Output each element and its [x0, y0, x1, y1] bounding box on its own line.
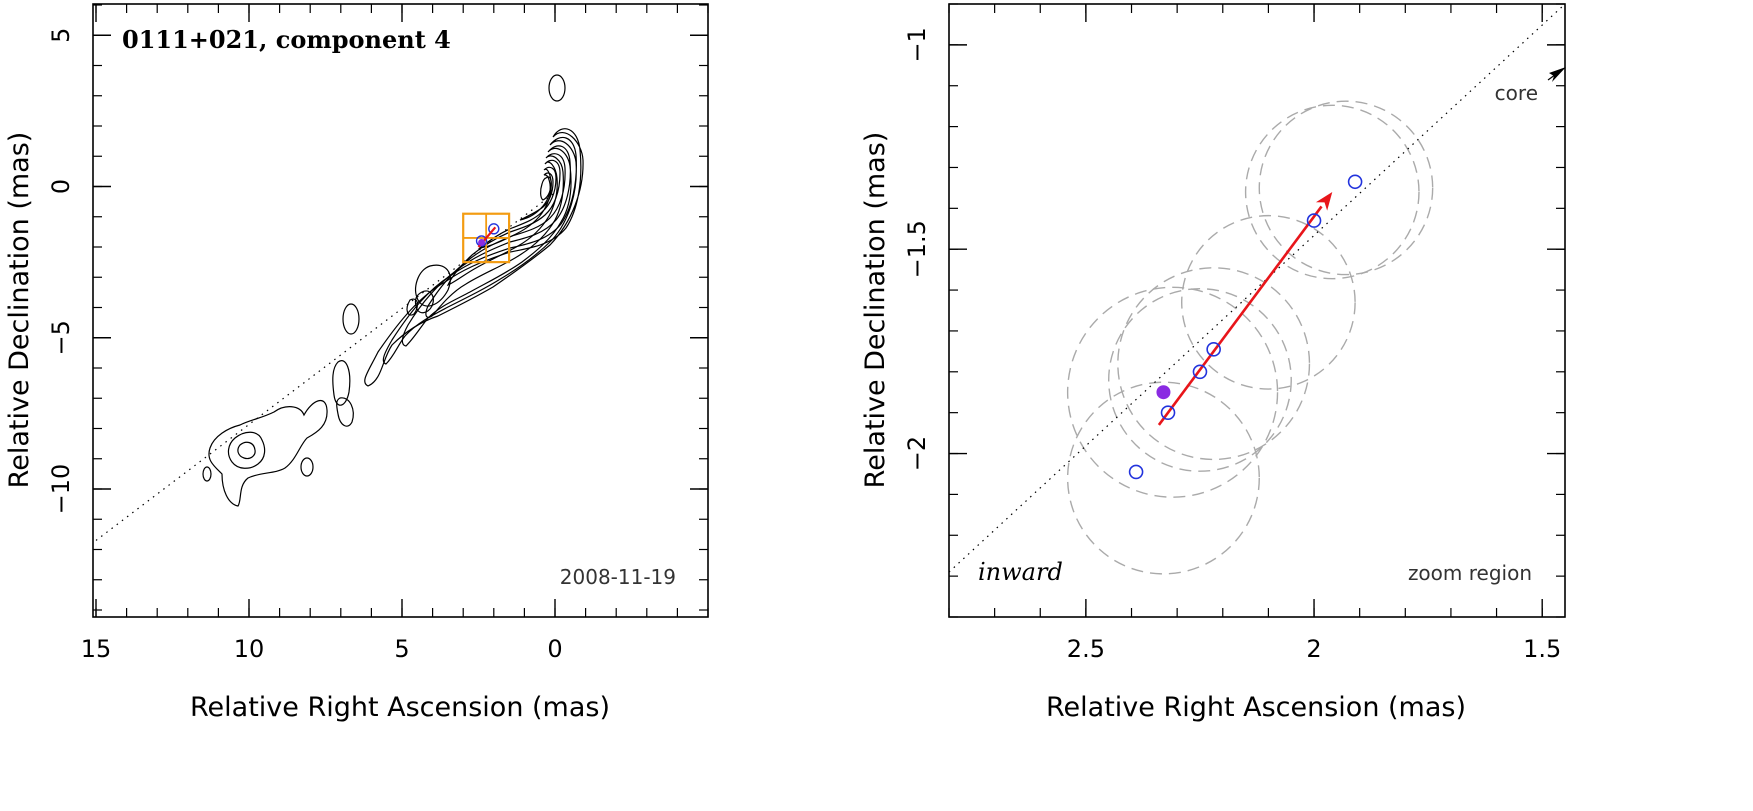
- y-tick-label: −5: [47, 320, 75, 355]
- error-circle: [1108, 288, 1292, 472]
- left-ticks: [93, 4, 709, 617]
- x-tick-label: 10: [234, 635, 265, 663]
- left-y-axis-title: Relative Declination (mas): [4, 132, 35, 489]
- x-tick-label: 1.5: [1523, 635, 1561, 663]
- x-tick-label: 2.5: [1067, 635, 1105, 663]
- y-tick-label: −1.5: [903, 220, 931, 278]
- data-point: [1128, 464, 1144, 480]
- y-tick-label: −2: [903, 436, 931, 471]
- y-tick-label: 0: [47, 179, 75, 194]
- y-tick-label: −10: [47, 464, 75, 515]
- data-point: [1160, 405, 1176, 420]
- right-x-axis-title: Relative Right Ascension (mas): [1046, 692, 1466, 723]
- y-tick-label: −1: [903, 27, 931, 62]
- right-y-axis-title: Relative Declination (mas): [860, 132, 891, 489]
- x-tick-label: 15: [81, 635, 112, 663]
- x-tick-label: 2: [1306, 635, 1321, 663]
- left-panel: 0111+021, component 4 2008-11-19 15 10 5 0 …: [4, 3, 709, 723]
- motion-arrow-shaft: [1157, 205, 1323, 426]
- data-point: [1206, 342, 1221, 357]
- core-direction-arrow: [1547, 67, 1566, 82]
- right-panel: core inward zoom region 2.5 2 1.5 −1 −1.5 −2…: [860, 3, 1566, 723]
- left-x-tick-labels: 15 10 5 0: [81, 635, 563, 663]
- right-y-tick-labels: −1 −1.5 −2: [903, 27, 931, 471]
- data-point: [1306, 213, 1322, 228]
- error-circle: [1244, 104, 1420, 280]
- motion-arrow: [1157, 191, 1333, 426]
- right-x-tick-labels: 2.5 2 1.5: [1067, 635, 1561, 663]
- filled-component-marker: [478, 238, 486, 246]
- y-tick-label: 5: [47, 28, 75, 43]
- data-point: [1192, 364, 1208, 380]
- contour-map: [202, 74, 584, 507]
- component-marker: [488, 223, 500, 235]
- left-panel-title: 0111+021, component 4: [122, 25, 451, 54]
- filled-data-point: [1156, 385, 1171, 400]
- left-frame: [92, 3, 709, 618]
- data-point: [1347, 174, 1363, 190]
- component-points: [1128, 174, 1363, 480]
- left-x-axis-title: Relative Right Ascension (mas): [190, 692, 610, 723]
- core-arrow-head: [1549, 67, 1566, 82]
- jet-axis-line: [949, 4, 1565, 573]
- error-circle: [1258, 100, 1434, 276]
- motion-arrow-head: [1315, 191, 1333, 211]
- zoom-region-label: zoom region: [1408, 561, 1532, 585]
- error-circle: [1066, 286, 1279, 498]
- right-ticks: [948, 3, 1565, 618]
- inward-label: inward: [978, 558, 1063, 586]
- right-jet-axis: [949, 4, 1565, 573]
- error-circle: [1066, 381, 1260, 575]
- x-tick-label: 0: [547, 635, 562, 663]
- right-frame: [948, 3, 1566, 618]
- x-tick-label: 5: [394, 635, 409, 663]
- error-circle: [1117, 267, 1311, 461]
- error-circles: [1066, 100, 1434, 575]
- epoch-label: 2008-11-19: [560, 565, 676, 589]
- left-y-tick-labels: 5 0 −5 −10: [47, 28, 75, 515]
- left-overlay: [462, 212, 511, 264]
- error-circle: [1181, 214, 1356, 390]
- core-label: core: [1495, 81, 1538, 105]
